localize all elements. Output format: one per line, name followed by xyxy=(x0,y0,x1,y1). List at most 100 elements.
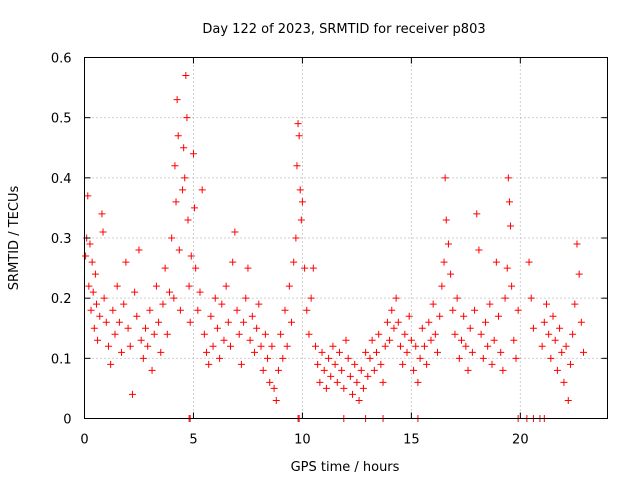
data-point xyxy=(257,342,265,350)
data-point xyxy=(290,258,298,266)
data-point xyxy=(370,366,378,374)
data-point xyxy=(560,378,568,386)
data-point xyxy=(571,300,579,308)
data-point xyxy=(379,378,387,386)
data-point xyxy=(186,318,194,326)
data-point xyxy=(364,372,372,380)
data-point xyxy=(504,174,512,182)
data-point xyxy=(477,330,485,338)
data-point xyxy=(196,288,204,296)
data-point xyxy=(90,324,98,332)
data-point xyxy=(297,216,305,224)
data-point xyxy=(175,246,183,254)
data-point xyxy=(549,312,557,320)
data-point xyxy=(416,354,424,362)
data-point xyxy=(464,366,472,374)
data-point xyxy=(322,384,330,392)
data-point xyxy=(155,318,163,326)
data-point xyxy=(401,330,409,338)
data-point xyxy=(294,120,302,128)
data-point xyxy=(94,336,102,344)
data-point xyxy=(242,294,250,302)
data-point xyxy=(85,282,93,290)
x-tick-label: 20 xyxy=(512,433,529,448)
data-point xyxy=(359,384,367,392)
data-point xyxy=(250,348,258,356)
data-point xyxy=(209,342,217,350)
data-point xyxy=(255,300,263,308)
grid xyxy=(84,57,608,419)
data-point xyxy=(307,294,315,302)
data-point xyxy=(460,312,468,320)
data-point xyxy=(159,300,167,308)
data-point xyxy=(440,258,448,266)
data-point xyxy=(431,330,439,338)
data-point xyxy=(529,324,537,332)
data-point xyxy=(86,240,94,248)
data-point xyxy=(222,282,230,290)
y-tick-label: 0.4 xyxy=(51,172,72,187)
data-point xyxy=(98,210,106,218)
data-point xyxy=(484,342,492,350)
data-point xyxy=(453,294,461,302)
data-point xyxy=(418,324,426,332)
data-point xyxy=(270,384,278,392)
data-point xyxy=(434,348,442,356)
data-point xyxy=(303,306,311,314)
data-point xyxy=(248,312,256,320)
data-point xyxy=(340,384,348,392)
data-point xyxy=(176,306,184,314)
data-point xyxy=(410,366,418,374)
data-point xyxy=(128,390,136,398)
data-point xyxy=(377,360,385,368)
data-point xyxy=(107,360,115,368)
data-point xyxy=(296,186,304,194)
data-point xyxy=(575,270,583,278)
data-point xyxy=(349,390,357,398)
y-tick-label: 0.2 xyxy=(51,292,72,307)
data-point xyxy=(126,342,134,350)
data-point xyxy=(191,204,199,212)
data-point xyxy=(283,342,291,350)
data-point xyxy=(381,342,389,350)
data-point xyxy=(279,354,287,362)
data-point xyxy=(327,372,335,380)
data-point xyxy=(479,354,487,362)
data-point xyxy=(118,348,126,356)
x-tick-label: 0 xyxy=(80,433,88,448)
data-point xyxy=(180,144,188,152)
data-point xyxy=(298,198,306,206)
data-point xyxy=(109,306,117,314)
data-point xyxy=(383,318,391,326)
data-point xyxy=(488,360,496,368)
data-point xyxy=(205,360,213,368)
data-point xyxy=(220,336,228,344)
data-point xyxy=(229,258,237,266)
data-point xyxy=(405,312,413,320)
data-point xyxy=(139,354,147,362)
x-tick-label: 5 xyxy=(189,433,197,448)
data-point xyxy=(244,264,252,272)
data-point xyxy=(510,336,518,344)
chart-title: Day 122 of 2023, SRMTID for receiver p80… xyxy=(202,22,485,37)
data-point xyxy=(150,330,158,338)
x-axis-label: GPS time / hours xyxy=(291,460,400,475)
data-point xyxy=(235,330,243,338)
data-point xyxy=(373,348,381,356)
data-point xyxy=(527,294,535,302)
data-point xyxy=(444,240,452,248)
data-point xyxy=(104,342,112,350)
data-point xyxy=(272,396,280,404)
data-point xyxy=(475,246,483,254)
data-point xyxy=(89,288,97,296)
data-point xyxy=(486,300,494,308)
data-point xyxy=(161,264,169,272)
data-point xyxy=(305,330,313,338)
data-point xyxy=(403,348,411,356)
data-point xyxy=(268,342,276,350)
data-point xyxy=(394,318,402,326)
data-points xyxy=(82,72,588,422)
data-point xyxy=(542,300,550,308)
data-point xyxy=(320,366,328,374)
data-point xyxy=(295,132,303,140)
